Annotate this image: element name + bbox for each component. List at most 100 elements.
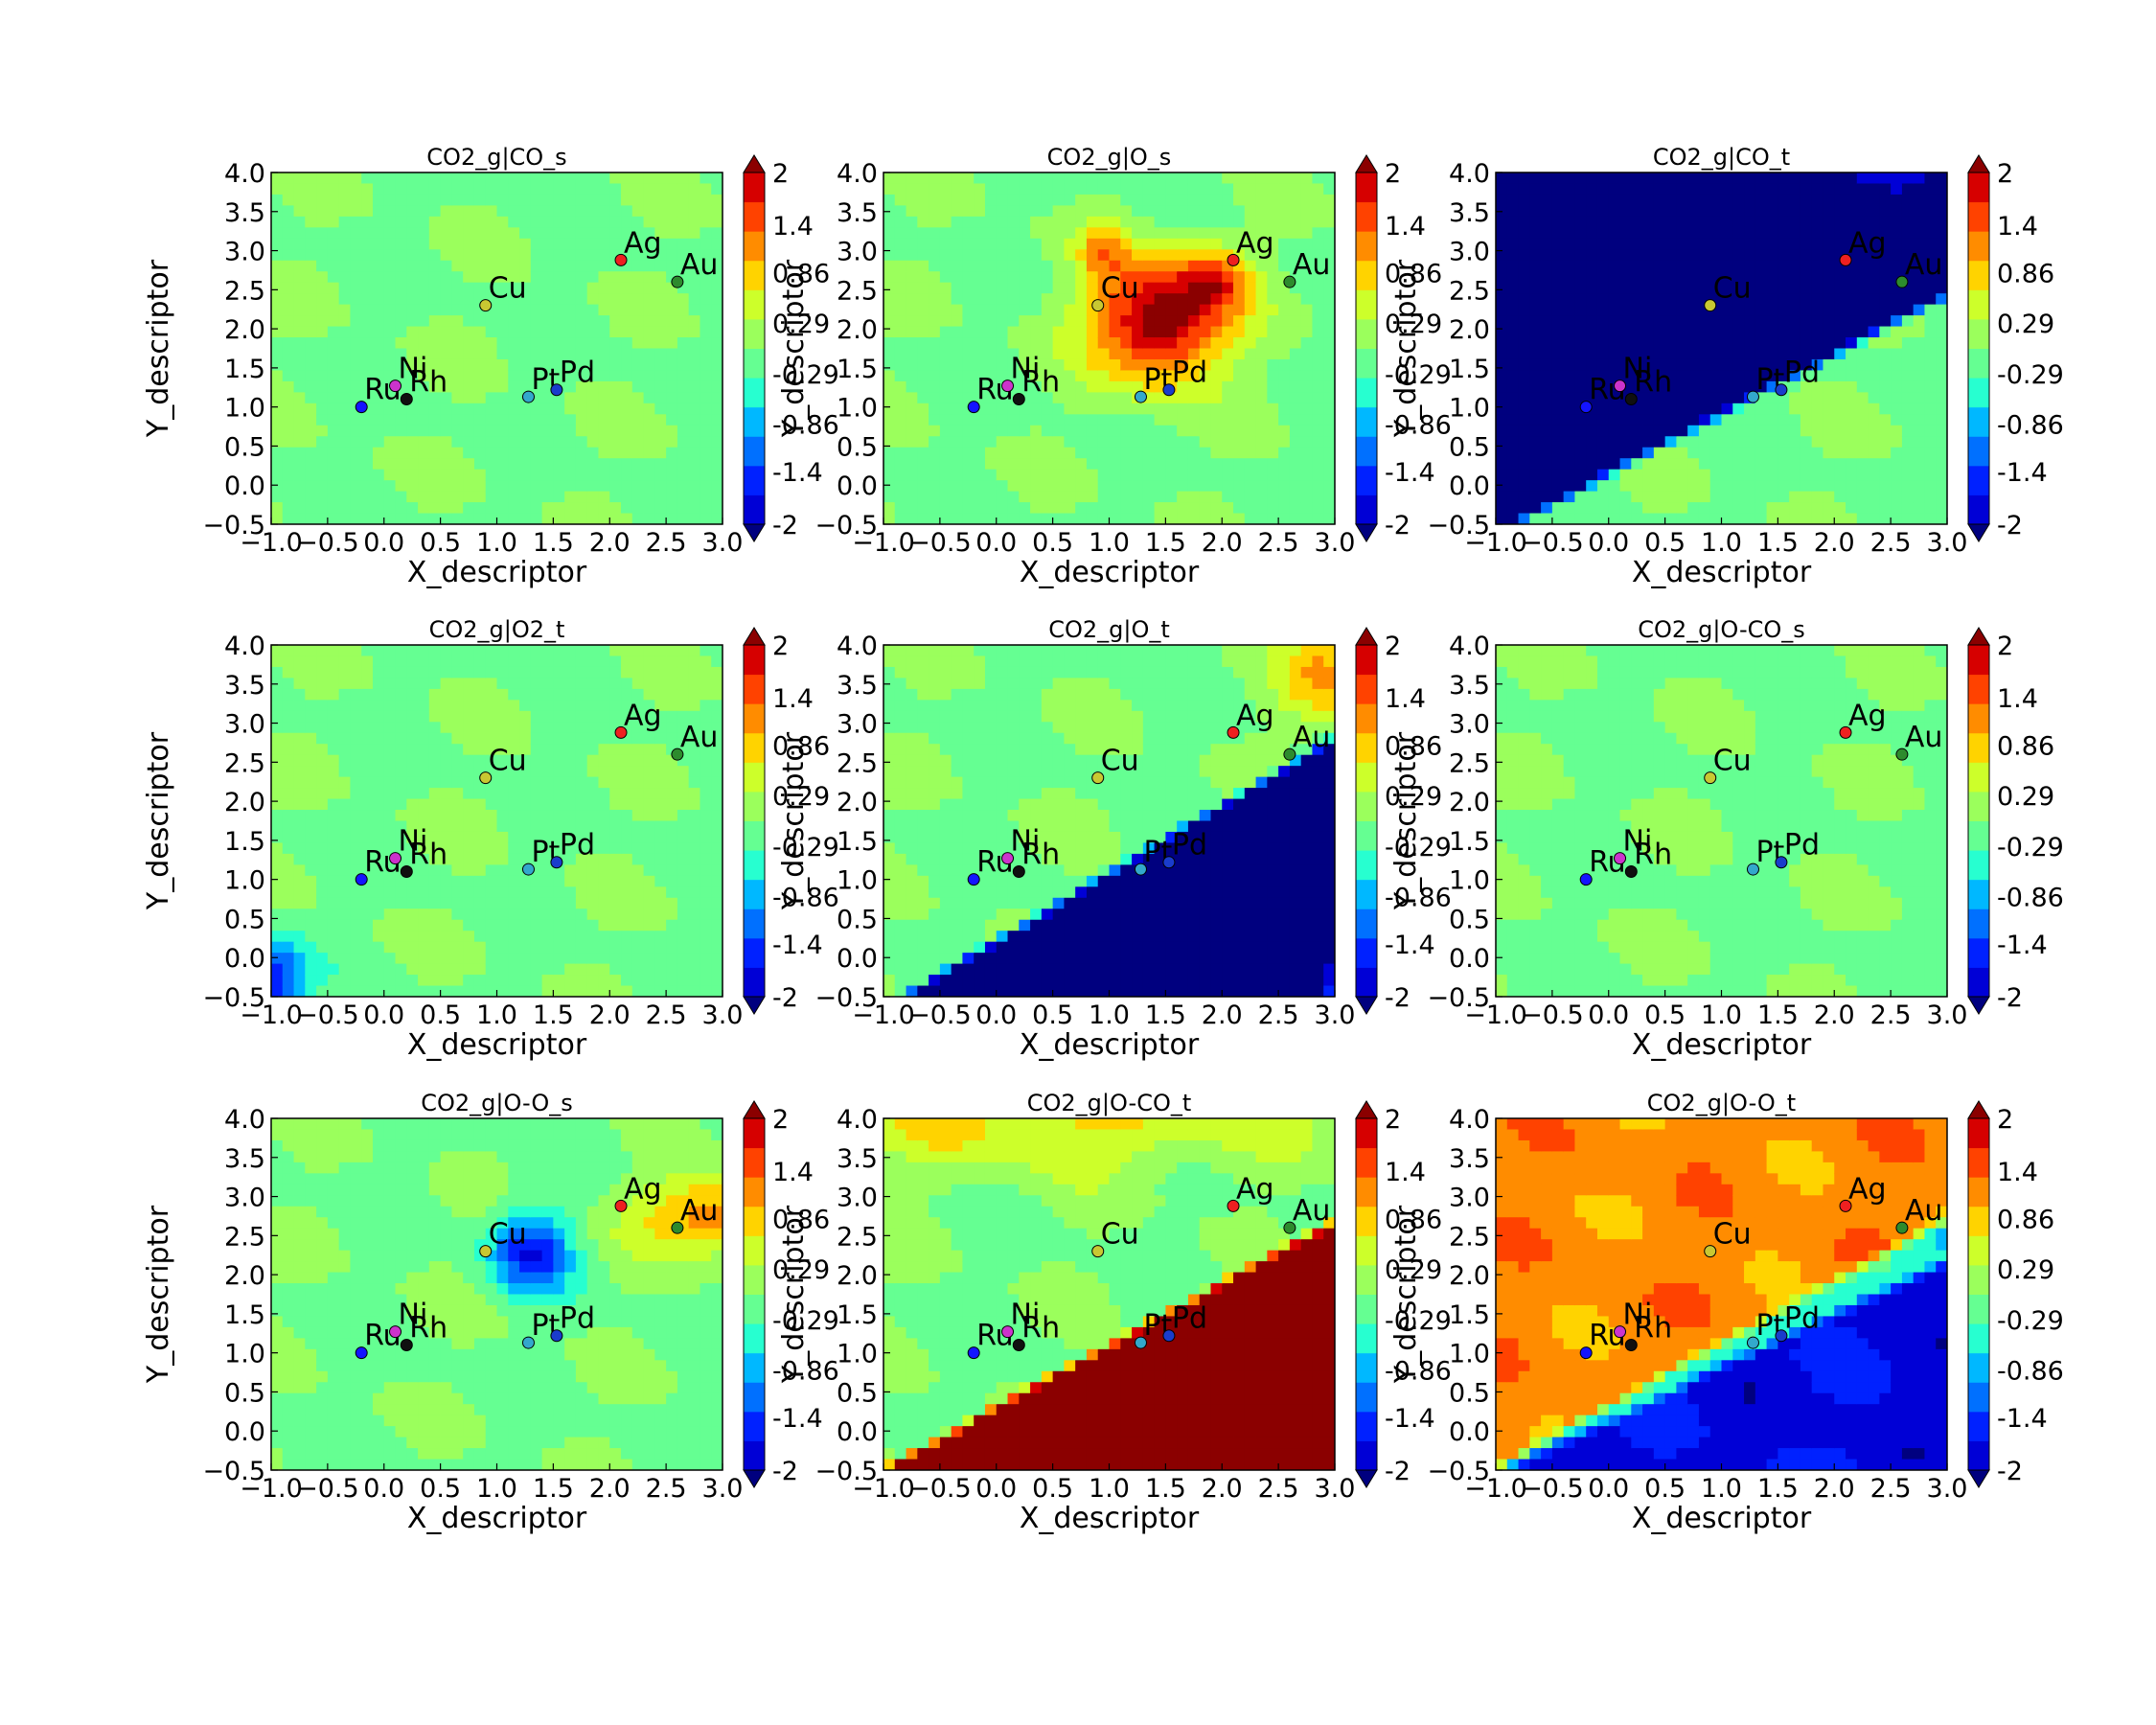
metal-label-ni: Ni	[1011, 353, 1041, 386]
contour-cell	[553, 172, 565, 185]
contour-cell	[271, 227, 284, 240]
contour-cell	[1698, 260, 1711, 272]
metal-point-cu	[1091, 299, 1105, 312]
contour-cell	[553, 985, 565, 997]
contour-cell	[1187, 337, 1201, 350]
contour-cell	[406, 205, 419, 218]
contour-cell	[1312, 370, 1324, 382]
contour-cell	[1289, 326, 1302, 338]
contour-cell	[1030, 183, 1043, 196]
contour-field	[271, 172, 722, 524]
contour-cell	[1244, 293, 1257, 306]
contour-cell	[1030, 260, 1043, 272]
contour-cell	[372, 271, 385, 284]
contour-cell	[1086, 447, 1099, 459]
contour-cell	[1323, 260, 1335, 272]
contour-cell	[883, 183, 896, 196]
contour-cell	[1255, 326, 1269, 338]
contour-cell	[372, 436, 385, 448]
contour-cell	[1222, 205, 1234, 218]
contour-cell	[1064, 260, 1076, 272]
contour-cell	[1312, 458, 1324, 471]
contour-cell	[305, 380, 317, 394]
contour-cell	[541, 710, 555, 723]
contour-cell	[316, 293, 329, 306]
contour-cell	[564, 754, 577, 767]
contour-cell	[553, 766, 565, 778]
contour-cell	[996, 392, 1009, 404]
contour-cell	[1664, 469, 1678, 481]
contour-cell	[418, 864, 430, 877]
contour-cell	[1687, 293, 1700, 306]
contour-cell	[418, 402, 430, 416]
contour-cell	[282, 886, 295, 899]
contour-cell	[1913, 502, 1926, 515]
contour-cell	[327, 678, 340, 690]
contour-cell	[350, 688, 362, 702]
contour-cell	[508, 358, 520, 372]
x-tick-label: 0.0	[363, 528, 404, 558]
contour-cell	[451, 842, 464, 855]
contour-cell	[1518, 513, 1531, 524]
contour-cell	[1541, 205, 1553, 218]
contour-cell	[1936, 337, 1947, 350]
colorbar-segment	[744, 289, 765, 320]
contour-cell	[293, 414, 307, 426]
contour-cell	[984, 358, 998, 372]
contour-cell	[1142, 304, 1156, 316]
contour-cell	[1529, 337, 1542, 350]
contour-cell	[530, 897, 543, 909]
contour-cell	[1608, 436, 1621, 448]
contour-cell	[631, 436, 645, 448]
contour-cell	[1142, 315, 1156, 328]
contour-cell	[1834, 348, 1846, 360]
contour-cell	[473, 480, 487, 493]
contour-cell	[1551, 337, 1565, 350]
contour-cell	[1698, 348, 1711, 360]
colorbar: -2-1.4-0.86-0.290.290.861.42Y_descriptor	[743, 154, 839, 542]
contour-cell	[473, 194, 487, 207]
contour-cell	[508, 370, 520, 382]
contour-cell	[1075, 238, 1088, 250]
contour-cell	[1676, 502, 1688, 515]
contour-cell	[553, 798, 565, 811]
contour-cell	[1834, 436, 1846, 448]
contour-cell	[631, 227, 645, 240]
contour-cell	[1631, 238, 1643, 250]
contour-cell	[1766, 194, 1779, 207]
contour-cell	[1233, 271, 1246, 284]
contour-cell	[1936, 205, 1947, 218]
contour-cell	[1132, 469, 1144, 481]
contour-cell	[361, 513, 374, 524]
contour-cell	[598, 304, 610, 316]
contour-cell	[894, 205, 907, 218]
contour-cell	[1154, 458, 1167, 471]
contour-cell	[951, 282, 964, 294]
contour-cell	[383, 315, 397, 328]
contour-cell	[1222, 348, 1234, 360]
contour-cell	[917, 348, 929, 360]
contour-cell	[996, 370, 1009, 382]
contour-cell	[485, 425, 498, 437]
contour-cell	[700, 414, 712, 426]
contour-cell	[1901, 458, 1915, 471]
contour-cell	[1165, 447, 1178, 459]
contour-cell	[564, 886, 577, 899]
contour-cell	[929, 205, 941, 218]
contour-cell	[440, 744, 453, 756]
contour-cell	[395, 754, 407, 767]
contour-cell	[372, 304, 385, 316]
contour-cell	[1244, 380, 1257, 394]
contour-cell	[1664, 271, 1678, 284]
contour-cell	[1856, 249, 1869, 262]
contour-cell	[1913, 480, 1926, 493]
contour-cell	[598, 326, 610, 338]
contour-cell	[1199, 205, 1212, 218]
contour-cell	[428, 953, 442, 965]
contour-cell	[1132, 271, 1144, 284]
contour-cell	[1653, 227, 1666, 240]
contour-cell	[383, 776, 397, 789]
contour-cell	[631, 304, 645, 316]
contour-cell	[598, 436, 610, 448]
contour-cell	[883, 227, 896, 240]
